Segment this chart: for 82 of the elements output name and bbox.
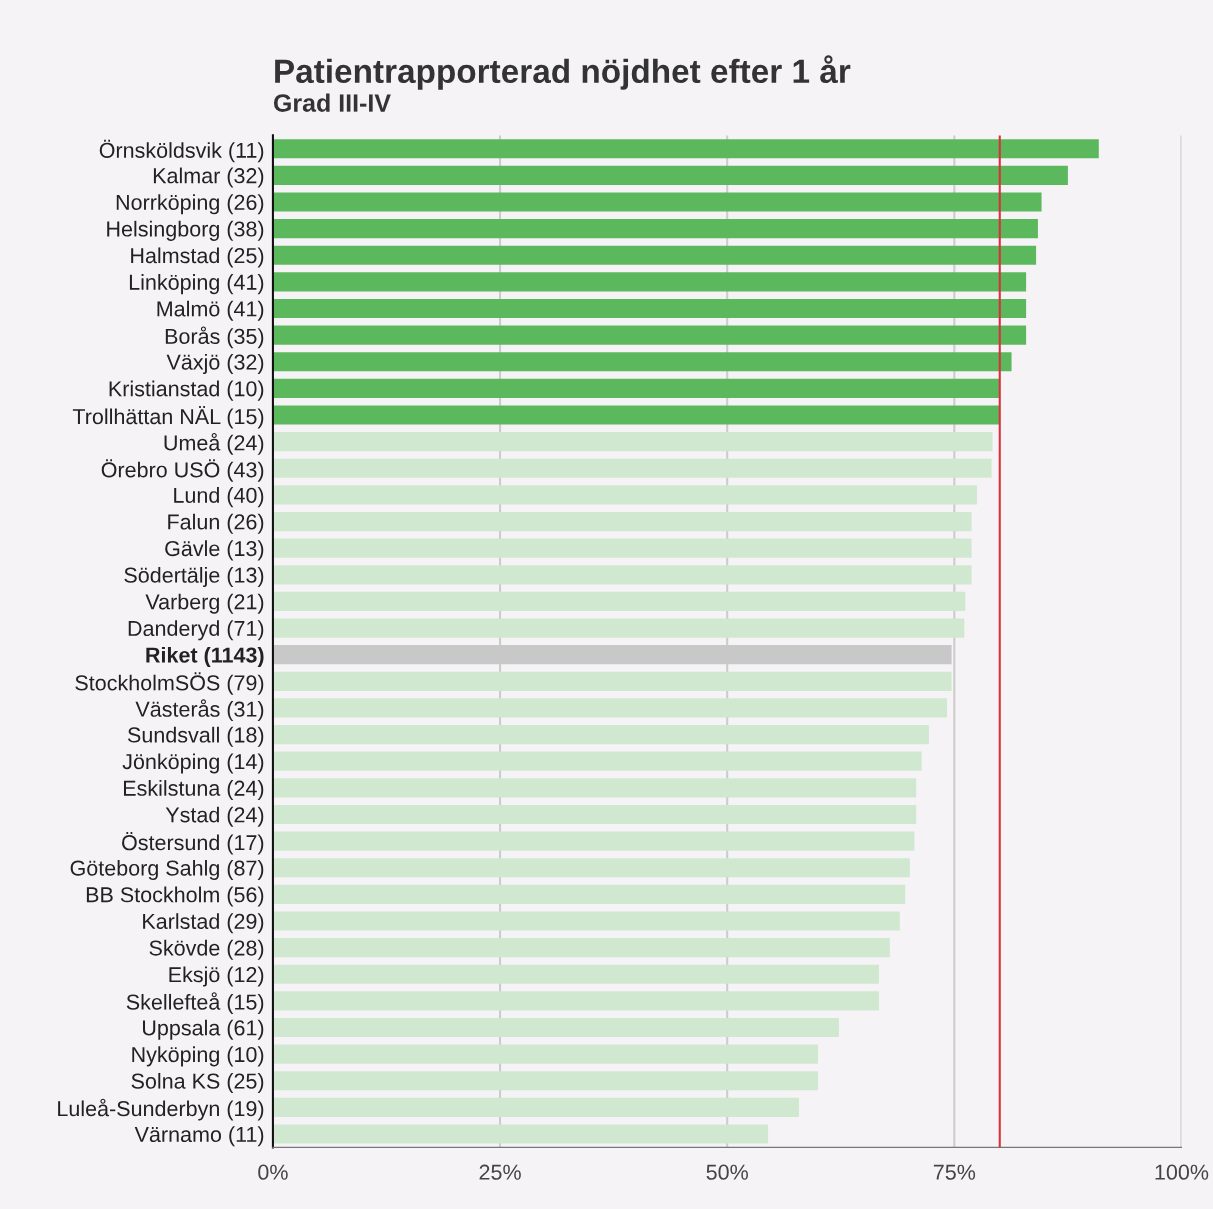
bar: [272, 245, 1037, 265]
bar: [272, 298, 1027, 319]
y-tick-label: Eksjö (12): [169, 966, 264, 987]
y-tick-label: Växjö (32): [166, 353, 264, 375]
bar: [272, 884, 906, 904]
y-tick-label: Gävle (13): [165, 540, 264, 561]
y-tick-label: Luleå-Sunderbyn (19): [58, 1098, 264, 1121]
y-tick-label: Linköping (41): [129, 274, 264, 295]
bar: [272, 165, 1068, 185]
y-tick-label: Örebro USÖ (43): [101, 459, 264, 482]
bar: [272, 192, 1042, 212]
bar: [272, 405, 1000, 425]
bar: [272, 272, 1027, 292]
y-tick-label: Umeå (24): [164, 432, 264, 455]
bar: [272, 139, 1099, 159]
y-tick-label: Ystad (24): [165, 806, 264, 827]
y-tick-label: BB Stockholm (56): [86, 886, 264, 907]
y-tick-label: Lund (40): [174, 487, 264, 508]
bar: [272, 458, 992, 478]
chart-title: Patientrapporterad nöjdhet efter 1 år: [275, 55, 851, 90]
bar: [272, 1097, 799, 1117]
x-tick-label: 25%: [479, 1164, 521, 1180]
chart-subtitle: Grad III-IV: [273, 93, 391, 112]
bar: [272, 1071, 819, 1091]
y-tick-label: Göteborg Sahlg (87): [70, 859, 264, 880]
y-tick-label: Malmö (41): [157, 300, 264, 321]
bar: [272, 831, 915, 851]
y-tick-label: Danderyd (71): [128, 620, 264, 641]
bar: [272, 911, 900, 931]
y-tick-label: Helsingborg (38): [107, 220, 264, 241]
bar: [272, 964, 879, 984]
y-tick-label: Jönköping (14): [122, 753, 264, 774]
y-tick-label: Riket (1143): [146, 646, 264, 667]
y-tick-label: Skellefteå (15): [126, 992, 264, 1015]
bar: [272, 618, 965, 638]
x-tick-label: 75%: [933, 1164, 976, 1180]
bar: [272, 724, 929, 745]
y-tick-label: Sundsvall (18): [127, 726, 264, 747]
y-tick-label: Västerås (31): [135, 699, 264, 722]
y-tick-label: Östersund (17): [122, 832, 264, 855]
bar: [272, 1124, 769, 1144]
y-tick-label: Skövde (28): [149, 939, 264, 960]
y-tick-label: Borås (35): [165, 326, 264, 349]
bar: [272, 1017, 839, 1038]
bar: [272, 698, 948, 718]
y-tick-label: Södertälje (13): [124, 567, 264, 588]
bar: [272, 378, 1000, 398]
bar: [272, 325, 1027, 345]
bar: [272, 538, 972, 558]
bar: [272, 352, 1012, 372]
y-tick-label: StockholmSÖS (79): [75, 672, 264, 695]
bar: [272, 858, 910, 878]
y-tick-label: Kalmar (32): [153, 167, 264, 188]
x-tick-label: 100%: [1155, 1164, 1209, 1180]
y-tick-label: Kristianstad (10): [109, 380, 264, 401]
y-tick-label: Solna KS (25): [131, 1072, 264, 1094]
bar: [272, 751, 922, 771]
y-tick-label: Värnamo (11): [134, 1126, 264, 1147]
bar: [272, 591, 966, 612]
bar: [272, 565, 972, 585]
bar: [272, 485, 978, 505]
x-tick-label: 50%: [706, 1164, 748, 1180]
bar: [272, 991, 879, 1011]
bar: [272, 432, 993, 452]
bar: [272, 219, 1038, 239]
y-tick-label: Trollhättan NÄL (15): [72, 406, 264, 429]
y-tick-label: Halmstad (25): [131, 247, 264, 268]
y-tick-label: Falun (26): [168, 513, 264, 534]
x-tick-label: 0%: [258, 1164, 288, 1180]
bar: [272, 511, 972, 532]
bar: [272, 671, 952, 691]
bar: [272, 778, 917, 798]
y-tick-label: Varberg (21): [145, 593, 264, 614]
bar: [272, 1044, 819, 1064]
y-tick-label: Eskilstuna (24): [123, 780, 264, 801]
bar: [272, 938, 890, 958]
bar: [272, 804, 917, 825]
y-tick-label: Nyköping (10): [132, 1046, 264, 1067]
y-tick-label: Örnsköldsvik (11): [99, 139, 264, 163]
y-tick-label: Norrköping (26): [116, 194, 264, 215]
y-tick-label: Uppsala (61): [143, 1019, 264, 1040]
y-tick-label: Karlstad (29): [143, 913, 264, 934]
